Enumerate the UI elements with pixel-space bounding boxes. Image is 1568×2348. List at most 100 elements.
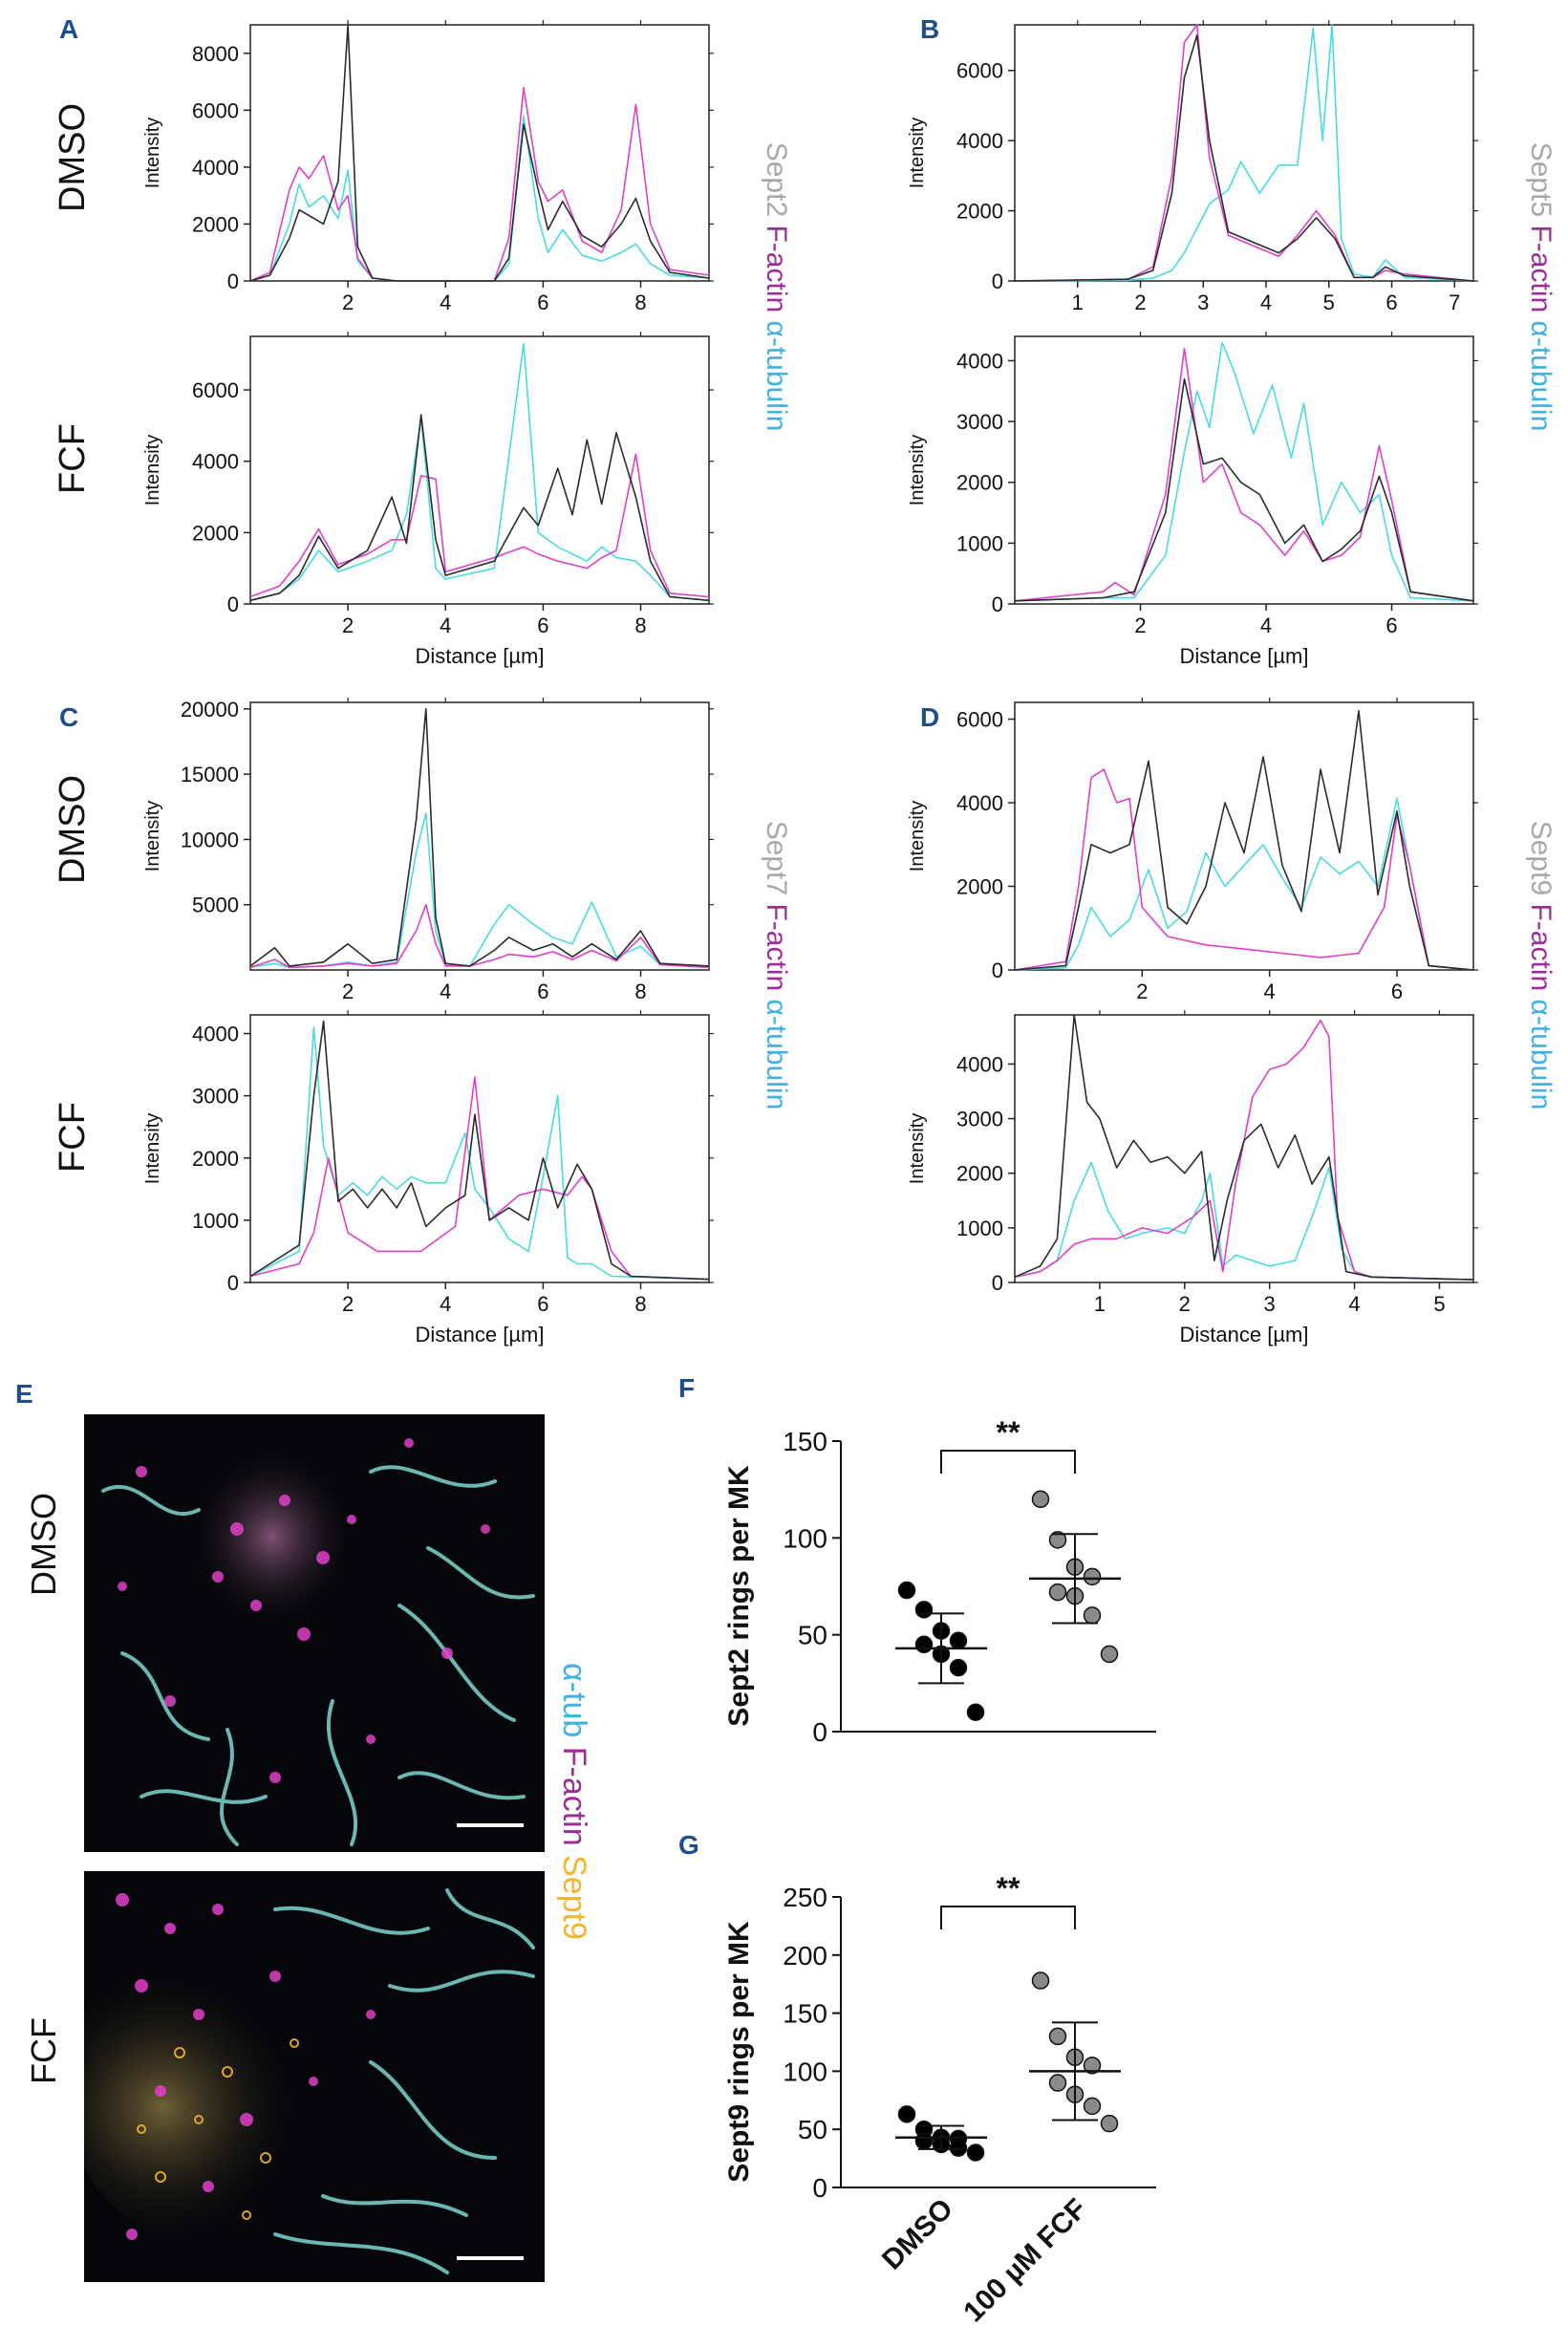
y-tick-label: 2000 [956,200,1003,224]
legend-a-actin: F-actin [761,225,792,312]
panel-letter-b: B [920,14,939,44]
x-axis-label: Distance [µm] [1180,1323,1309,1346]
chart-g: 0 50 100 150 200 250 Sept9 rings per MK ** DMSO1… [723,1871,1156,2328]
data-point [1048,1531,1067,1549]
data-point [949,1658,968,1677]
legend-e-actin: F-actin [556,1747,592,1846]
x-tick-label: 8 [634,1292,646,1316]
y-tick-label: 4000 [956,1052,1003,1076]
y-tick-label: 2000 [956,875,1003,899]
data-point [1048,2074,1067,2092]
x-tick-label: 6 [537,291,548,314]
series-line-tubulin [1014,797,1474,971]
chart-d-dmso: 2 4 6 0 2000 4000 6000 Intensity [907,698,1478,1003]
y-tick-label: 6000 [192,378,239,402]
x-tick-label: 6 [537,980,548,1003]
data-point [897,2105,916,2123]
y-tick-label: 4000 [956,349,1003,373]
series-line-actin [249,86,710,282]
x-tick-label: 2 [342,1292,354,1316]
chart-a-dmso: 2 4 6 8 0 2000 4000 6000 8000 Intensity [142,20,714,314]
y-axis-label: Intensity [907,118,928,188]
x-tick-label: 2 [342,291,354,314]
legend-e: α-tub F-actin Sept9 [556,1663,592,1940]
y-tick-label: 2000 [956,471,1003,495]
y-tick-label: 150 [783,1427,827,1456]
plot-frame [249,24,710,282]
panel-letter-a: A [59,14,78,44]
data-point [914,1601,934,1619]
legend-b-septin: Sept5 [1525,142,1557,217]
y-tick-label: 0 [227,592,239,616]
y-tick-label: 0 [227,269,239,293]
x-tick-label: 2 [1136,980,1148,1003]
y-tick-label: 4000 [956,791,1003,815]
x-tick-label: 2 [342,980,354,1003]
x-tick-label: 1 [1072,291,1084,314]
data-point [966,1703,985,1721]
y-tick-label: 20000 [181,698,239,722]
y-axis-label: Intensity [142,801,163,872]
data-point [914,2132,934,2150]
panel-letter-d: D [920,702,939,732]
x-tick-label: 1 [1094,1292,1106,1316]
y-tick-label: 6000 [956,59,1003,83]
data-point [1083,1606,1102,1625]
chart-a-fcf: 2 4 6 8 0 2000 4000 6000 Intensity Distance [µm] [142,332,714,668]
chart-b-fcf: 2 4 6 0 1000 2000 3000 4000 Intensity Distance [µ… [907,332,1478,668]
panel-letter-f: F [678,1373,695,1403]
legend-c-actin: F-actin [761,903,792,991]
x-tick-label: 8 [634,980,646,1003]
x-tick-label: 3 [1264,1292,1276,1316]
row-label-c-dmso: DMSO [53,775,93,884]
legend-a: Sept2 F-actin α-tubulin [761,142,792,432]
y-axis-label: Sept9 rings per MK [723,1921,755,2183]
y-axis-label: Intensity [907,1113,928,1184]
y-tick-label: 6000 [956,708,1003,732]
y-tick-label: 2000 [192,521,239,545]
y-axis-label: Intensity [142,435,163,506]
x-tick-label: 8 [634,291,646,314]
y-tick-label: 0 [992,1271,1003,1295]
y-tick-label: 2000 [956,1162,1003,1186]
legend-e-tubulin: α-tub [556,1663,592,1737]
y-tick-label: 6000 [192,98,239,122]
row-label-e-fcf: FCF [24,2017,63,2084]
x-tick-label: 4 [440,291,451,314]
y-tick-label: 4000 [192,1023,239,1046]
legend-d-actin: F-actin [1525,903,1557,991]
series-line-actin [249,1076,710,1281]
y-tick-label: 0 [812,1717,827,1747]
plot-frame [1014,1014,1474,1283]
data-point [914,1635,934,1654]
x-category-label: 100 µM FCF [957,2193,1093,2329]
series-line-actin [1014,768,1474,971]
x-tick-label: 2 [1134,614,1146,637]
plot-frame [1014,701,1474,971]
row-label-a-fcf: FCF [53,423,93,494]
legend-d: Sept9 F-actin α-tubulin [1525,821,1557,1110]
significance-bracket [940,1450,1076,1474]
y-axis-label: Sept2 rings per MK [723,1465,755,1727]
panel-letter-g: G [678,1830,699,1860]
x-tick-label: 7 [1449,291,1460,314]
significance-label: ** [997,1871,1020,1906]
y-tick-label: 15000 [181,763,239,786]
x-tick-label: 6 [1391,980,1403,1003]
row-label-c-fcf: FCF [53,1102,93,1173]
plot-frame [249,701,710,971]
data-point [949,1631,968,1649]
chart-b-dmso: 1 2 3 4 5 6 7 0 2000 4000 6000 Intensity [907,20,1478,314]
x-tick-label: 6 [537,1292,548,1316]
series-line-actin [249,453,710,598]
y-tick-label: 200 [783,1941,827,1971]
y-tick-label: 0 [992,269,1003,293]
y-tick-label: 0 [992,592,1003,616]
chart-d-fcf: 1 2 3 4 5 0 1000 2000 3000 4000 Intensity Distance … [907,1010,1478,1346]
legend-d-septin: Sept9 [1525,821,1557,895]
y-tick-label: 4000 [956,129,1003,153]
x-axis-label: Distance [µm] [416,644,545,668]
data-point [1083,1567,1102,1586]
series-line-septin [1014,710,1474,971]
y-tick-label: 2000 [192,1147,239,1171]
